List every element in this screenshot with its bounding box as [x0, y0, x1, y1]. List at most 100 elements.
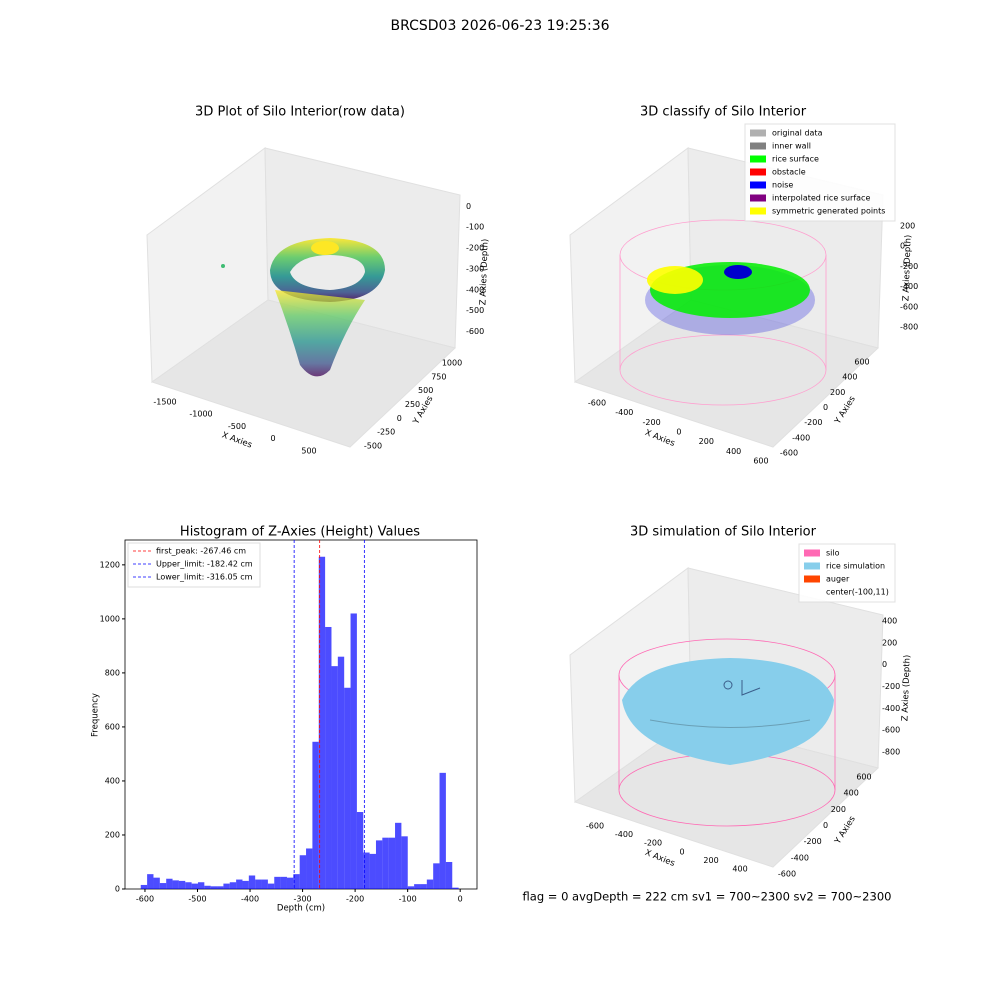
y-tick-label: 0 [397, 414, 402, 423]
x-tick-label: -600 [588, 399, 606, 408]
histogram-bar [420, 884, 427, 889]
x-tick-label: 0 [458, 895, 463, 904]
silo-simulation [618, 638, 836, 827]
legend-swatch [750, 181, 766, 189]
x-tick-label: -200 [346, 895, 364, 904]
x-tick-label: -1000 [189, 410, 212, 419]
legend-label: first_peak: -267.46 cm [156, 547, 246, 556]
x-tick-label: 600 [753, 456, 768, 465]
y-axis-label: Y Axies [833, 394, 859, 427]
y-tick-label: 0 [823, 821, 828, 830]
z-tick-label: -200 [466, 244, 484, 253]
histogram-bar [153, 877, 160, 889]
legend-label: Lower_limit: -316.05 cm [156, 573, 253, 582]
z-axis-label: Z Axies (Depth) [900, 655, 912, 722]
x-tick-label: -500 [188, 895, 206, 904]
histogram-bar [325, 626, 332, 889]
histogram-bar [159, 883, 167, 889]
legend-swatch [804, 575, 820, 583]
legend-label: noise [772, 181, 793, 190]
y-tick-label: 600 [105, 722, 120, 731]
legend-swatch [750, 168, 766, 176]
y-tick-label: 600 [856, 772, 871, 781]
subplot-title: 3D simulation of Silo Interior [630, 525, 817, 540]
legend-box [127, 542, 261, 588]
histogram-bar [445, 861, 453, 889]
y-tick-label: -400 [792, 433, 810, 442]
legend-label: symmetric generated points [772, 207, 885, 216]
histogram-bar [185, 882, 192, 889]
histogram-bar [414, 884, 421, 889]
z-tick-label: -600 [466, 327, 484, 336]
histogram-bar [172, 880, 179, 889]
legend-label: auger [826, 575, 850, 584]
y-tick-label: 400 [105, 776, 120, 785]
y-tick-label: -600 [778, 870, 796, 879]
z-tick-label: 200 [900, 222, 915, 231]
z-tick-label: -300 [466, 264, 484, 273]
histogram-bar [337, 656, 345, 889]
x-tick-label: 200 [703, 856, 718, 865]
z-tick-label: -400 [882, 704, 900, 713]
histogram-bar [299, 855, 307, 889]
histogram-bar [293, 874, 300, 889]
legend-swatch [750, 155, 766, 163]
y-tick-label: -600 [780, 449, 798, 458]
y-tick-label: -500 [364, 441, 382, 450]
y-tick-label: 1000 [442, 359, 462, 368]
legend-swatch [804, 562, 820, 570]
classified-cloud [619, 219, 827, 406]
histogram-bar [204, 885, 211, 889]
x-tick-label: 500 [301, 446, 316, 455]
z-tick-label: -600 [900, 302, 918, 311]
y-tick-label: 750 [431, 372, 446, 381]
y-tick-label: 0 [823, 403, 828, 412]
y-tick-label: 600 [854, 357, 869, 366]
y-tick-label: 250 [405, 400, 420, 409]
z-tick-label: -400 [900, 282, 918, 291]
status-footer: flag = 0 avgDepth = 222 cm sv1 = 700~230… [523, 890, 892, 904]
legend-label: rice surface [772, 155, 819, 164]
x-tick-label: -1500 [153, 397, 176, 406]
histogram-bar [426, 879, 434, 889]
y-tick-label: -200 [804, 418, 822, 427]
y-tick-label: 800 [105, 668, 120, 677]
histogram-bar [223, 883, 230, 889]
histogram-bar [242, 880, 249, 889]
z-axis-label: Z Axies (Depth) [478, 239, 490, 306]
y-tick-label: 0 [115, 885, 120, 894]
x-tick-label: -600 [136, 895, 154, 904]
histogram-bar [350, 613, 357, 889]
histogram-bar [388, 837, 396, 889]
figure-title: BRCSD03 2026-06-23 19:25:36 [390, 18, 609, 34]
x-tick-label: 0 [679, 847, 684, 856]
histogram-bar [217, 886, 224, 889]
histogram-bar [433, 863, 440, 889]
y-tick-label: 400 [842, 373, 857, 382]
z-tick-label: 0 [900, 242, 905, 251]
x-tick-label: -200 [644, 839, 662, 848]
legend-swatch [750, 194, 766, 202]
legend-label: Upper_limit: -182.42 cm [156, 560, 253, 569]
legend-label: interpolated rice surface [772, 194, 870, 203]
y-tick-label: 1000 [100, 614, 120, 623]
histogram-bar [407, 886, 415, 889]
x-tick-label: 400 [726, 447, 741, 456]
legend-swatch [750, 142, 766, 150]
y-tick-label: 200 [105, 830, 120, 839]
legend-swatch [750, 207, 766, 215]
legend-label: center(-100,11) [826, 588, 889, 597]
z-tick-label: -100 [466, 223, 484, 232]
y-tick-label: -400 [791, 853, 809, 862]
z-tick-label: -400 [466, 285, 484, 294]
subplot-title: 3D classify of Silo Interior [640, 105, 807, 120]
y-tick-label: 200 [831, 805, 846, 814]
histogram-bar [382, 837, 389, 889]
histogram-bar [261, 879, 268, 889]
x-tick-label: -600 [586, 822, 604, 831]
histogram-bar [356, 812, 364, 889]
y-tick-label: -250 [377, 428, 395, 437]
x-tick-label: -400 [615, 830, 633, 839]
histogram-bar [166, 878, 173, 889]
